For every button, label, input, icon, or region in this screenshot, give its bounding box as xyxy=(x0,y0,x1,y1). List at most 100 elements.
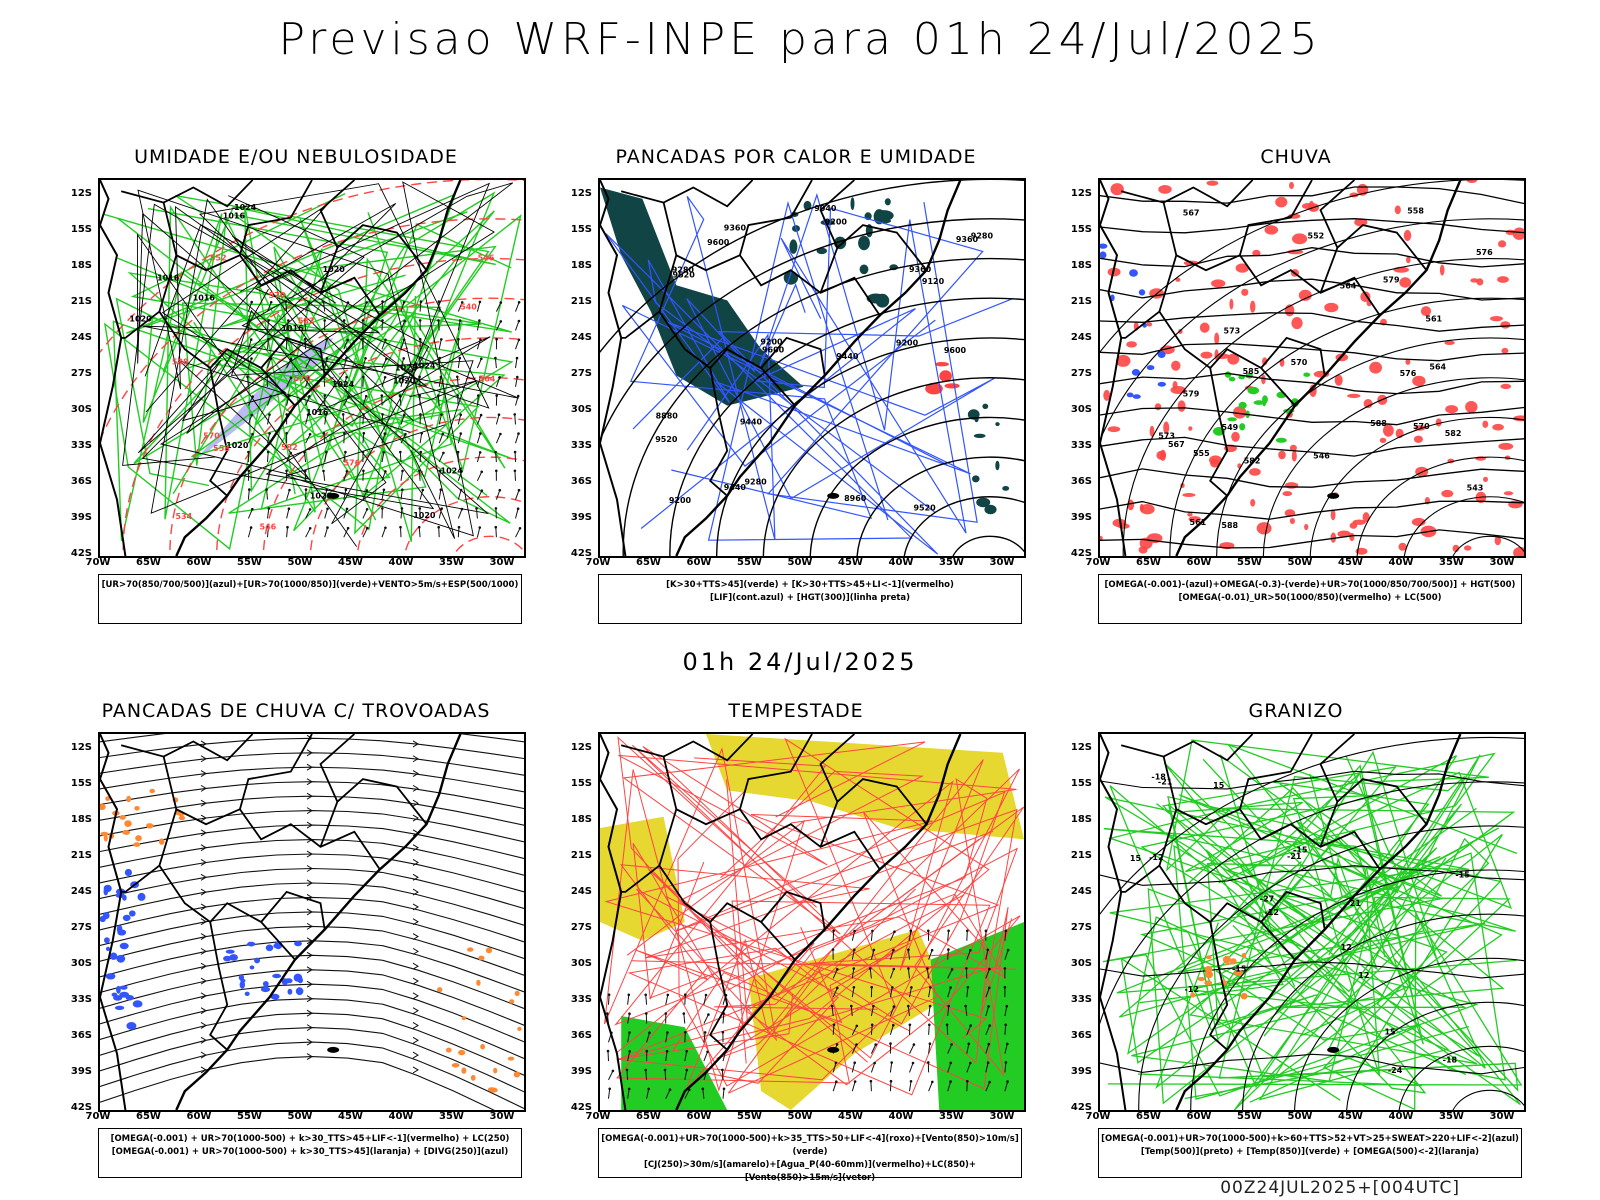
contour-value-label: -12 xyxy=(1149,853,1163,862)
instability-cell xyxy=(133,842,141,847)
rain-cell xyxy=(1284,509,1296,517)
rain-cell xyxy=(1352,519,1366,525)
lon-tick-label: 30W xyxy=(989,1111,1015,1122)
contour-value-label: 558 xyxy=(1407,206,1424,215)
wind-vector xyxy=(515,433,519,444)
wind-vector xyxy=(362,414,364,425)
wind-vector-head xyxy=(479,432,482,435)
streamline-arrow xyxy=(200,888,207,896)
rain-cell xyxy=(1403,229,1412,242)
wind-vector-head xyxy=(456,394,459,397)
contour-value-label: 9600 xyxy=(944,346,967,355)
country-border xyxy=(162,202,381,316)
contour-value-label: 9600 xyxy=(762,346,785,355)
wind-vector xyxy=(399,395,402,406)
wind-vector xyxy=(362,490,368,500)
wind-vector-head xyxy=(325,338,328,341)
instability-cell xyxy=(489,1087,498,1093)
weak-omega-cell xyxy=(1129,269,1138,277)
contour-line xyxy=(147,194,497,471)
wind-vector xyxy=(870,1081,872,1092)
wind-vector-head xyxy=(323,394,327,397)
contour-value-label: 1016 xyxy=(157,273,180,282)
streamline-arrow xyxy=(200,770,207,777)
lon-tick-label: 55W xyxy=(1237,1111,1262,1122)
rain-cell xyxy=(1227,353,1240,365)
wind-vector-head xyxy=(830,1004,834,1008)
wind-vector xyxy=(457,358,461,369)
lon-tick-label: 30W xyxy=(489,1111,515,1122)
wind-vector-head xyxy=(380,394,384,397)
country-border xyxy=(209,921,229,1051)
country-border xyxy=(739,734,813,810)
panel-chuva: CHUVA 12S 15S 18S 21S 24S 27S 30S 33S 36S 39S 42S 7… xyxy=(1056,146,1536,626)
wind-vector-head xyxy=(346,338,349,342)
wind-vector-head xyxy=(606,1049,610,1053)
wind-vector-head xyxy=(287,507,291,511)
contour-value-label: -15 xyxy=(1455,871,1470,880)
strong-omega-cell xyxy=(1247,386,1260,395)
wind-vector-head xyxy=(440,507,443,511)
lon-tick-label: 50W xyxy=(287,1111,313,1122)
wind-vector-head xyxy=(930,948,934,952)
wind-vector-head xyxy=(325,357,329,360)
wind-vector xyxy=(702,1088,705,1099)
lat-tick-label: 39S xyxy=(70,512,92,523)
contour-line xyxy=(137,195,365,454)
wind-vector xyxy=(965,1006,968,1017)
rain-cell xyxy=(1278,450,1286,460)
wind-vector xyxy=(305,396,310,406)
contour-value-label: 8960 xyxy=(844,494,867,503)
rain-cell xyxy=(1355,547,1368,555)
instability-cell xyxy=(103,834,108,842)
lon-tick-label: 70W xyxy=(585,1111,611,1122)
divergence-cell xyxy=(103,887,109,896)
divergence-cell xyxy=(225,949,235,954)
country-border xyxy=(621,310,660,339)
jet-shading xyxy=(748,929,948,1110)
convection-cell xyxy=(995,460,1000,471)
wind-vector xyxy=(494,358,497,369)
wind-vector xyxy=(267,527,269,538)
wind-vector-head xyxy=(663,1068,667,1072)
wind-vector-head xyxy=(249,526,253,529)
map-chuva: 588 588 585 582 582 579 579 576 576 573 573 570 570 5… xyxy=(1098,178,1526,558)
rain-cell xyxy=(1292,233,1308,245)
wind-vector-head xyxy=(307,376,310,379)
wind-vector xyxy=(703,1014,709,1024)
lon-tick-label: 50W xyxy=(787,557,813,568)
contour-value-label: 570 xyxy=(294,374,311,383)
contour-value-label: 9520 xyxy=(913,503,936,512)
map-canvas: -12-12-12-15-15-15-18-18-21-21-24-27-211… xyxy=(1100,734,1524,1110)
contour-value-label: 576 xyxy=(1400,369,1417,378)
wind-vector-head xyxy=(835,1043,839,1046)
streamline-arrow xyxy=(412,1066,419,1074)
wind-vector-head xyxy=(362,431,366,435)
wind-vector xyxy=(267,339,269,350)
contour-value-label: 570 xyxy=(1413,422,1430,431)
wind-vector-head xyxy=(987,1042,991,1046)
contour-line xyxy=(1190,869,1524,1110)
wind-vector xyxy=(419,451,422,463)
wind-vector-head xyxy=(248,488,251,491)
lon-tick-label: 65W xyxy=(136,1111,161,1122)
contour-line xyxy=(1100,961,1524,979)
lon-tick-label: 55W xyxy=(737,557,762,568)
country-border xyxy=(121,310,160,339)
divergence-cell xyxy=(129,910,136,917)
wind-vector-head xyxy=(345,357,348,360)
streamline-arrow xyxy=(412,977,419,985)
lon-tick-label: 30W xyxy=(989,557,1015,568)
rain-cell xyxy=(1126,341,1137,348)
rain-cell xyxy=(1464,545,1472,551)
wind-vector xyxy=(437,395,440,406)
wind-vector xyxy=(495,302,502,312)
wind-vector-head xyxy=(361,337,364,341)
wind-vector-head xyxy=(307,301,311,304)
weak-omega-cell xyxy=(1146,365,1155,371)
wind-vector-head xyxy=(831,948,835,951)
wind-vector xyxy=(907,949,910,960)
rain-cell xyxy=(1308,200,1315,212)
contour-line xyxy=(186,182,514,434)
wind-vector xyxy=(946,1024,949,1035)
